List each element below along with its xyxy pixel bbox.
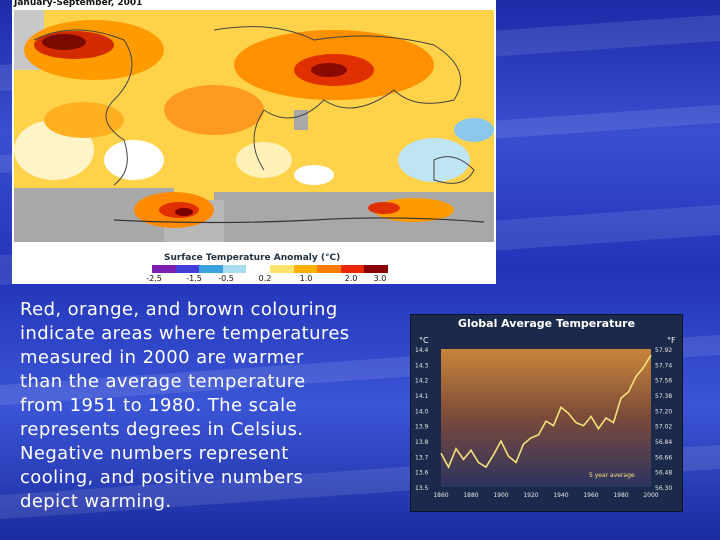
fahrenheit-tick-label: 56.84 [655,439,672,446]
fahrenheit-tick-label: 57.20 [655,408,672,415]
anomaly-map-image [14,10,494,242]
fahrenheit-tick-label: 56.66 [655,454,672,461]
chart-plot: °C °F 14.4 57.92 14.3 57.74 14.2 57.56 14.1 57.38… [415,336,676,499]
right-unit-label: °F [667,336,676,345]
celsius-tick-label: 13.6 [415,470,429,477]
map-title: January-September, 2001 [14,0,143,8]
legend-swatch [364,265,388,273]
fahrenheit-tick-label: 56.48 [655,470,672,477]
plot-area [441,349,651,487]
legend-tick: -0.5 [218,274,234,283]
legend-tick: 2.0 [344,274,358,283]
year-tick-label: 1960 [583,492,598,499]
left-unit-label: °C [419,336,429,345]
legend-swatch [175,265,200,273]
legend-swatch [152,265,176,273]
year-tick-label: 1900 [493,492,508,499]
legend-swatch [222,265,247,273]
legend-swatch [293,265,318,273]
celsius-tick-label: 14.0 [415,408,429,415]
celsius-tick-label: 13.7 [415,454,429,461]
year-tick-label: 1860 [433,492,448,499]
legend-tick: -2.5 [146,274,162,283]
legend-tick: -1.5 [186,274,202,283]
legend-tick: 0.2 [258,274,272,283]
celsius-tick-label: 13.9 [415,424,429,431]
global-temperature-chart: Global Average Temperature °C °F 14.4 57.92… [410,314,683,512]
legend-tick: 1.0 [299,274,313,283]
legend-tick: 3.0 [373,274,387,283]
caption-text: Red, orange, and brown colouring indicat… [20,299,350,512]
year-tick-label: 1940 [553,492,568,499]
celsius-tick-label: 14.4 [415,347,429,354]
legend-swatch [199,265,223,273]
fahrenheit-tick-label: 57.74 [655,362,672,369]
fahrenheit-tick-label: 57.38 [655,393,672,400]
year-tick-label: 1980 [613,492,628,499]
celsius-tick-label: 13.5 [415,485,429,492]
fahrenheit-tick-label: 57.92 [655,347,672,354]
fahrenheit-tick-label: 56.30 [655,485,672,492]
year-tick-label: 1920 [523,492,538,499]
year-tick-label: 2000 [643,492,658,499]
fahrenheit-tick-label: 57.56 [655,378,672,385]
series-annotation: 5 year average [589,472,635,479]
temperature-anomaly-map: January-September, 2001 [12,0,496,284]
celsius-tick-label: 13.8 [415,439,429,446]
legend-swatch [340,265,365,273]
legend-title: Surface Temperature Anomaly (°C) [164,253,341,263]
temperature-series-line [440,354,652,469]
chart-title: Global Average Temperature [457,317,636,330]
legend-swatch [246,265,270,273]
legend-color-scale [152,265,388,273]
celsius-tick-label: 14.1 [415,393,429,400]
legend-swatch [269,265,294,273]
fahrenheit-tick-label: 57.02 [655,424,672,431]
legend-swatch [317,265,341,273]
celsius-tick-label: 14.3 [415,362,429,369]
year-tick-label: 1880 [463,492,478,499]
celsius-tick-label: 14.2 [415,378,429,385]
